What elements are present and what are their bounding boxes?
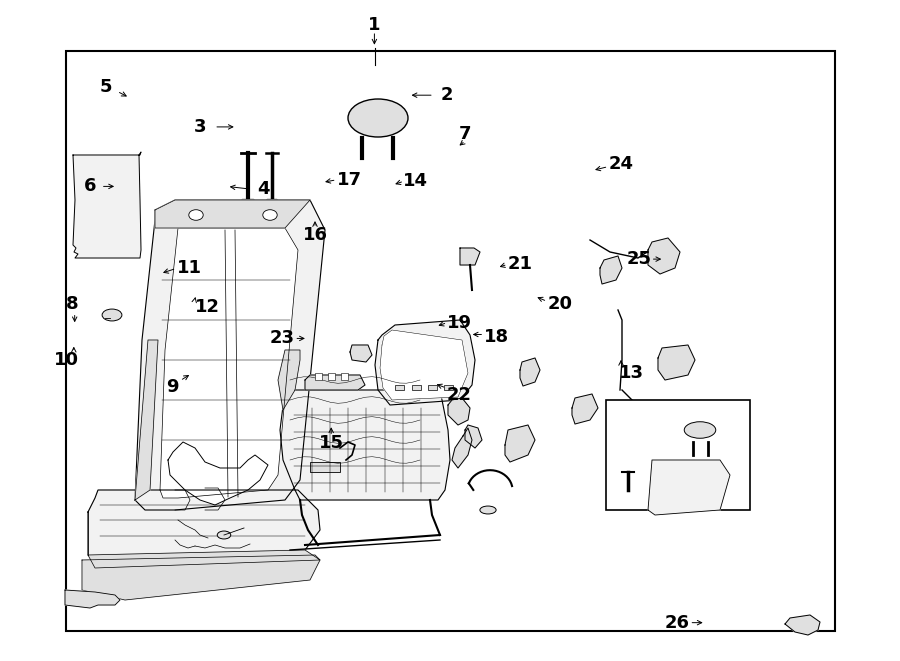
Polygon shape — [648, 460, 730, 515]
Bar — [66, 51, 835, 631]
Polygon shape — [465, 425, 482, 448]
Bar — [328, 373, 335, 380]
Polygon shape — [82, 555, 320, 600]
Polygon shape — [88, 550, 320, 568]
Ellipse shape — [480, 506, 496, 514]
Text: 22: 22 — [446, 385, 472, 404]
Bar — [310, 462, 340, 472]
Text: 13: 13 — [619, 364, 644, 382]
Text: 1: 1 — [368, 16, 381, 34]
Text: 26: 26 — [664, 613, 689, 632]
Polygon shape — [600, 256, 622, 284]
Polygon shape — [280, 380, 450, 500]
Bar — [315, 373, 322, 380]
Circle shape — [189, 210, 203, 220]
Text: 9: 9 — [166, 378, 179, 397]
Bar — [341, 373, 348, 380]
Text: 15: 15 — [319, 434, 344, 452]
Polygon shape — [88, 490, 320, 560]
Polygon shape — [278, 350, 300, 410]
Text: 12: 12 — [194, 297, 220, 316]
Ellipse shape — [348, 99, 408, 137]
Polygon shape — [658, 345, 695, 380]
Polygon shape — [305, 375, 365, 390]
Text: 11: 11 — [176, 259, 202, 278]
Bar — [428, 385, 437, 390]
Text: 16: 16 — [302, 226, 328, 245]
Polygon shape — [785, 615, 820, 635]
Polygon shape — [135, 200, 325, 510]
Text: 24: 24 — [608, 155, 634, 173]
Circle shape — [263, 210, 277, 220]
Text: 8: 8 — [66, 295, 78, 313]
Polygon shape — [380, 330, 468, 400]
Text: 4: 4 — [257, 180, 270, 198]
FancyBboxPatch shape — [266, 200, 277, 204]
Polygon shape — [572, 394, 598, 424]
Ellipse shape — [684, 422, 716, 438]
Bar — [395, 385, 404, 390]
Text: 5: 5 — [100, 78, 112, 97]
Text: 19: 19 — [446, 313, 472, 332]
Polygon shape — [73, 152, 141, 258]
Text: 25: 25 — [626, 250, 652, 268]
FancyBboxPatch shape — [242, 200, 255, 205]
Text: 20: 20 — [547, 295, 572, 313]
Polygon shape — [65, 590, 120, 608]
Polygon shape — [135, 340, 158, 500]
Polygon shape — [375, 320, 475, 405]
Text: 3: 3 — [194, 118, 206, 136]
Polygon shape — [448, 398, 470, 425]
Polygon shape — [648, 238, 680, 274]
Text: 21: 21 — [508, 255, 533, 274]
Polygon shape — [155, 200, 310, 228]
Bar — [412, 385, 421, 390]
Text: 7: 7 — [459, 124, 472, 143]
Text: 23: 23 — [269, 329, 294, 348]
Polygon shape — [452, 428, 472, 468]
Ellipse shape — [217, 531, 230, 539]
Text: 6: 6 — [84, 177, 96, 196]
Text: 14: 14 — [403, 172, 428, 190]
Bar — [444, 385, 453, 390]
Text: 2: 2 — [440, 86, 453, 104]
Bar — [636, 402, 655, 412]
Polygon shape — [520, 358, 540, 386]
Polygon shape — [168, 442, 268, 505]
Polygon shape — [160, 228, 298, 498]
Text: 17: 17 — [337, 171, 362, 189]
Text: 18: 18 — [484, 328, 509, 346]
Polygon shape — [505, 425, 535, 462]
Polygon shape — [460, 248, 480, 265]
Text: 10: 10 — [54, 350, 79, 369]
Ellipse shape — [102, 309, 122, 321]
Bar — [606, 400, 750, 510]
Polygon shape — [350, 345, 372, 362]
